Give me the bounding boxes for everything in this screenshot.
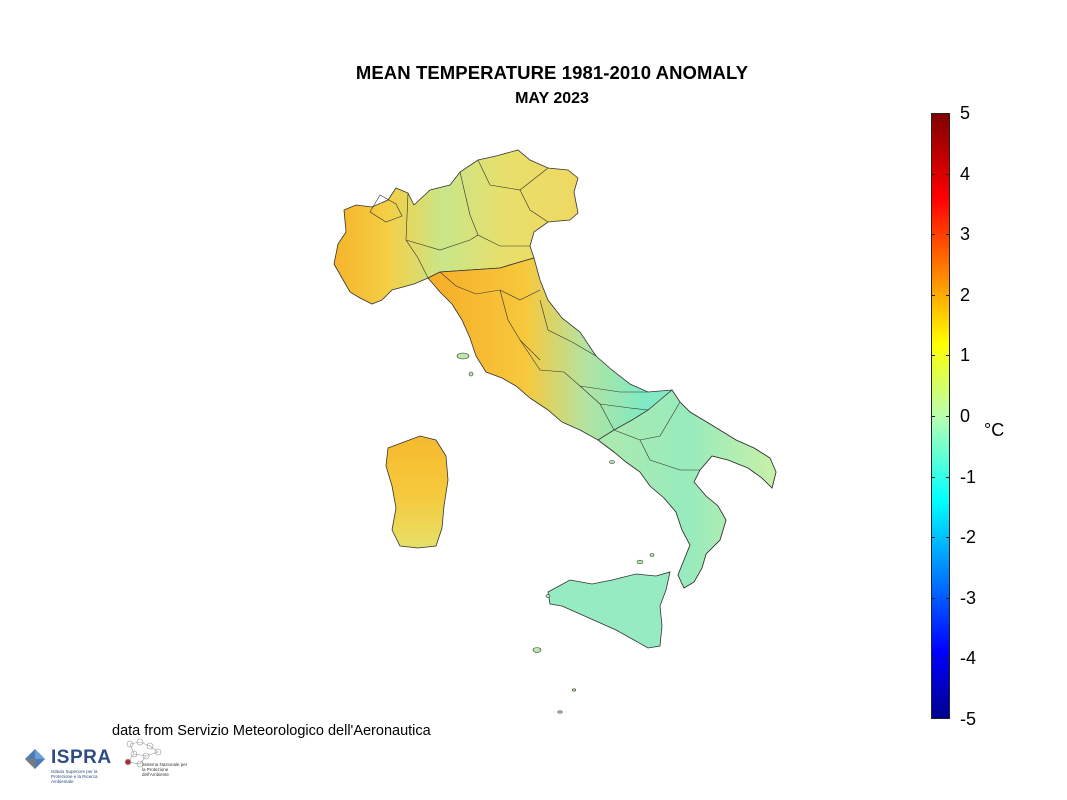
colorbar-tick-mark	[946, 597, 950, 599]
colorbar-tick-mark	[946, 476, 950, 478]
ispra-logo-desc: Istituto Superiore per la Protezione e l…	[51, 769, 98, 784]
ispra-logo: ISPRA Istituto Superiore per la Protezio…	[22, 745, 112, 785]
northern-italy-region	[333, 149, 579, 305]
map-subtitle: MAY 2023	[515, 90, 589, 107]
colorbar-tick-label: -5	[960, 709, 977, 729]
colorbar-tick-label: -3	[960, 587, 977, 608]
colorbar-tick-label: 3	[960, 224, 971, 245]
region-borders	[369, 159, 700, 471]
small-islands	[456, 352, 655, 714]
colorbar-tick-mark	[931, 597, 935, 599]
peninsula-region	[427, 257, 777, 589]
data-source-note: data from Servizio Meteorologico dell'Ae…	[112, 723, 431, 739]
colorbar-tick-mark	[931, 537, 935, 539]
colorbar-tick-mark	[931, 234, 935, 236]
colorbar-tick-label: 2	[960, 284, 971, 305]
colorbar-tick-mark	[946, 537, 950, 539]
colorbar-tick-mark	[946, 234, 950, 236]
ispra-logo-icon	[25, 749, 45, 769]
colorbar-tick-mark	[931, 294, 935, 296]
sardinia-region	[385, 435, 449, 549]
sicily-region	[547, 571, 671, 649]
colorbar-tick-mark	[946, 658, 950, 660]
colorbar-tick-label: 1	[960, 345, 971, 366]
snpa-logo-desc: Sistema Nazionale per la Protezione dell…	[142, 762, 188, 777]
colorbar-tick-label: 0	[960, 406, 971, 426]
colorbar-tick-label: -4	[960, 648, 977, 669]
colorbar-unit-label: °C	[984, 420, 1005, 440]
colorbar-tick-label: -2	[960, 527, 977, 548]
colorbar-tick-mark	[931, 416, 935, 417]
colorbar-tick-mark	[931, 355, 935, 357]
snpa-logo: Sistema Nazionale per la Protezione dell…	[120, 738, 192, 783]
colorbar-tick-mark	[946, 416, 950, 417]
colorbar-tick-mark	[946, 173, 950, 175]
colorbar-tick-mark	[931, 476, 935, 478]
colorbar-tick-mark	[946, 355, 950, 357]
colorbar-tick-mark	[931, 173, 935, 175]
colorbar-tick-label: 4	[960, 163, 971, 184]
colorbar-tick-label: 5	[960, 103, 971, 123]
snpa-network-icon	[124, 738, 162, 768]
colorbar-tick-mark	[946, 294, 950, 296]
colorbar-tick-label: -1	[960, 466, 977, 487]
ispra-logo-name: ISPRA	[51, 747, 112, 768]
map-title: MEAN TEMPERATURE 1981-2010 ANOMALY	[355, 62, 749, 83]
colorbar-tick-mark	[931, 658, 935, 660]
